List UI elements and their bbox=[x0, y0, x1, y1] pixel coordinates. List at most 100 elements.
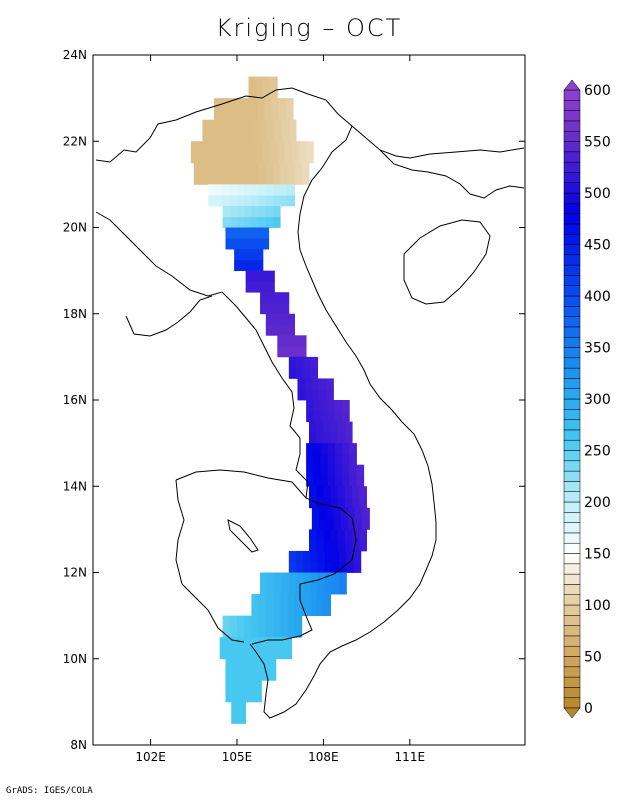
colorbar-segment bbox=[563, 409, 581, 420]
grid-cell bbox=[229, 173, 238, 185]
grid-cell bbox=[265, 594, 274, 606]
grid-cell bbox=[287, 313, 295, 325]
grid-cell bbox=[212, 141, 221, 153]
grid-cell bbox=[313, 453, 321, 466]
grid-cell bbox=[238, 130, 247, 142]
grid-cell bbox=[267, 281, 275, 293]
grid-cell bbox=[224, 119, 232, 131]
grid-cell bbox=[222, 626, 231, 638]
grid-cell bbox=[330, 529, 339, 541]
grid-cell bbox=[208, 184, 216, 196]
grid-cell bbox=[265, 173, 274, 185]
grid-cell bbox=[326, 378, 334, 390]
grid-cell bbox=[265, 162, 274, 174]
grid-cell bbox=[267, 572, 275, 584]
grid-cell bbox=[208, 162, 216, 174]
grid-cell bbox=[355, 507, 363, 519]
grid-cell bbox=[345, 421, 353, 433]
grid-cell bbox=[267, 119, 275, 131]
grid-cell bbox=[326, 507, 334, 519]
grid-cell bbox=[334, 453, 343, 466]
colorbar-segment bbox=[563, 388, 581, 400]
grid-cell bbox=[273, 162, 281, 174]
colorbar-segment bbox=[563, 285, 581, 297]
grid-cell bbox=[345, 432, 353, 444]
colorbar-segment bbox=[563, 645, 581, 657]
grid-cell bbox=[355, 518, 363, 530]
grid-cell bbox=[262, 152, 271, 164]
colorbar-segment bbox=[563, 635, 581, 647]
grid-cell bbox=[319, 389, 327, 401]
colorbar-segment bbox=[563, 522, 581, 534]
grid-cell bbox=[274, 302, 283, 315]
grid-cell bbox=[349, 464, 357, 476]
grid-cell bbox=[342, 400, 350, 412]
grid-cell bbox=[260, 119, 268, 131]
grid-cell bbox=[215, 195, 223, 207]
grid-cell bbox=[332, 583, 340, 595]
grid-cell bbox=[270, 152, 278, 164]
grid-cell bbox=[244, 626, 252, 638]
colorbar-segment bbox=[563, 110, 581, 122]
grid-cell bbox=[317, 572, 326, 584]
grid-cell bbox=[287, 162, 295, 174]
grid-cell bbox=[258, 615, 267, 627]
colorbar-segment bbox=[563, 120, 581, 132]
grid-cell bbox=[255, 76, 264, 88]
grid-cell bbox=[268, 658, 277, 670]
grid-cell bbox=[288, 130, 297, 142]
grid-cell bbox=[244, 173, 252, 185]
grid-cell bbox=[193, 162, 202, 174]
grid-cell bbox=[244, 195, 252, 207]
grid-cell bbox=[352, 540, 360, 552]
colorbar-segment bbox=[563, 501, 581, 513]
grid-cell bbox=[323, 594, 331, 606]
grid-cell bbox=[202, 130, 211, 142]
grid-cell bbox=[317, 583, 326, 595]
grid-cell bbox=[270, 647, 278, 660]
grid-cell bbox=[309, 486, 317, 498]
grid-cell bbox=[273, 604, 281, 617]
grid-cell bbox=[306, 443, 314, 455]
grid-cell bbox=[219, 141, 228, 153]
colorbar-label: 450 bbox=[584, 238, 611, 254]
grid-cell bbox=[251, 162, 259, 174]
grid-cell bbox=[327, 475, 336, 487]
grid-cell bbox=[309, 432, 317, 444]
colorbar-segment bbox=[563, 141, 581, 153]
y-tick-label: 18N bbox=[63, 307, 87, 321]
grid-cell bbox=[270, 637, 278, 649]
grid-cell bbox=[219, 637, 228, 649]
grid-cell bbox=[332, 550, 340, 563]
grid-cell bbox=[251, 594, 259, 606]
grid-cell bbox=[241, 141, 249, 153]
grid-cell bbox=[296, 572, 304, 584]
grid-cell bbox=[277, 141, 285, 153]
grid-cell bbox=[347, 507, 356, 519]
grid-cell bbox=[245, 270, 254, 282]
grid-cell bbox=[294, 173, 303, 185]
grid-cell bbox=[297, 389, 306, 401]
grid-cell bbox=[225, 680, 234, 692]
colorbar-label: 100 bbox=[584, 598, 611, 614]
colorbar-label: 150 bbox=[584, 547, 611, 563]
grid-cell bbox=[334, 475, 343, 487]
grid-cell bbox=[287, 594, 295, 606]
y-tick-label: 24N bbox=[63, 48, 87, 62]
grid-cell bbox=[201, 162, 209, 174]
grid-cell bbox=[311, 378, 320, 390]
grid-cell bbox=[352, 497, 360, 509]
grid-cell bbox=[323, 432, 331, 444]
grid-cell bbox=[309, 604, 317, 617]
grid-cell bbox=[216, 119, 225, 131]
grid-cell bbox=[247, 669, 255, 681]
grid-cell bbox=[260, 292, 268, 304]
colorbar-segment bbox=[563, 656, 581, 668]
grid-cell bbox=[239, 227, 248, 239]
grid-cell bbox=[317, 561, 326, 573]
grid-cell bbox=[245, 281, 254, 293]
grid-cell bbox=[298, 152, 307, 164]
grid-cell bbox=[277, 346, 285, 358]
grid-cell bbox=[254, 669, 262, 681]
grid-cell bbox=[353, 550, 362, 563]
